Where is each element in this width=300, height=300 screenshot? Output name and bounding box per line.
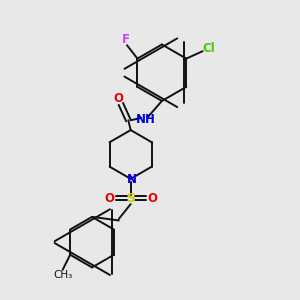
Text: NH: NH (136, 113, 156, 126)
Text: O: O (104, 192, 114, 205)
Text: CH₃: CH₃ (54, 270, 73, 280)
Text: F: F (122, 33, 130, 46)
Text: N: N (127, 173, 137, 186)
Text: S: S (126, 192, 135, 205)
Text: O: O (113, 92, 124, 105)
Text: O: O (147, 192, 158, 205)
Text: Cl: Cl (203, 42, 216, 55)
